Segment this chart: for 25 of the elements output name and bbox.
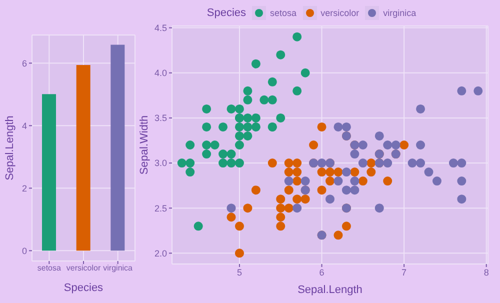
x-tick-label: 7 <box>402 267 407 278</box>
y-tick-label: 0 <box>22 246 27 256</box>
legend-label: setosa <box>270 8 297 18</box>
y-tick-label: 6 <box>22 58 27 68</box>
y-tick-label: 2 <box>22 183 27 194</box>
y-axis-title: Sepal.Width <box>138 115 150 175</box>
y-tick-label: 4.0 <box>154 68 167 78</box>
x-tick-label: setosa <box>37 264 62 273</box>
y-tick-label: 4 <box>22 120 27 131</box>
y-tick-label: 2.0 <box>154 248 167 258</box>
y-tick-label: 3.5 <box>154 113 167 124</box>
x-tick-label: 5 <box>236 267 242 278</box>
x-tick-label: 8 <box>484 267 489 278</box>
legend-label: virginica <box>383 8 416 18</box>
x-tick-label: 6 <box>319 267 324 278</box>
y-axis-title: Sepal.Length <box>4 116 16 180</box>
y-tick-label: 4.5 <box>154 23 167 33</box>
legend-label: versicolor <box>320 8 360 18</box>
x-axis-title: Sepal.Length <box>298 284 362 296</box>
y-tick-label: 3.0 <box>154 158 167 168</box>
x-tick-label: versicolor <box>66 264 101 273</box>
x-tick-label: virginica <box>103 264 134 273</box>
x-axis-title: Species <box>64 282 104 294</box>
y-tick-label: 2.5 <box>154 203 167 214</box>
legend-title: Species <box>206 7 246 19</box>
